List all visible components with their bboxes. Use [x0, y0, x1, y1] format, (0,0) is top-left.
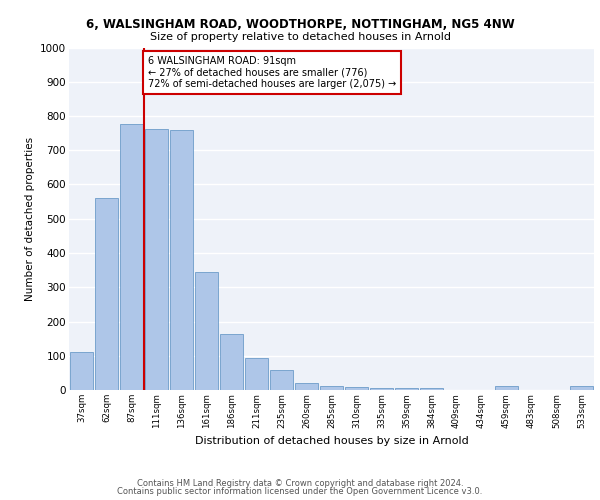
Bar — [370, 388, 393, 390]
Text: 6, WALSINGHAM ROAD, WOODTHORPE, NOTTINGHAM, NG5 4NW: 6, WALSINGHAM ROAD, WOODTHORPE, NOTTINGH… — [86, 18, 514, 30]
Bar — [195, 272, 218, 390]
Bar — [320, 386, 343, 390]
Bar — [295, 383, 318, 390]
Bar — [120, 124, 143, 390]
Bar — [395, 388, 418, 390]
Text: Contains public sector information licensed under the Open Government Licence v3: Contains public sector information licen… — [118, 487, 482, 496]
Text: Size of property relative to detached houses in Arnold: Size of property relative to detached ho… — [149, 32, 451, 42]
Bar — [270, 370, 293, 390]
Bar — [95, 198, 118, 390]
Bar — [495, 386, 518, 390]
X-axis label: Distribution of detached houses by size in Arnold: Distribution of detached houses by size … — [194, 436, 469, 446]
Y-axis label: Number of detached properties: Number of detached properties — [25, 136, 35, 301]
Bar — [170, 130, 193, 390]
Bar — [220, 334, 243, 390]
Bar — [245, 358, 268, 390]
Bar — [145, 129, 168, 390]
Bar — [345, 387, 368, 390]
Text: Contains HM Land Registry data © Crown copyright and database right 2024.: Contains HM Land Registry data © Crown c… — [137, 478, 463, 488]
Bar — [420, 388, 443, 390]
Bar — [570, 386, 593, 390]
Text: 6 WALSINGHAM ROAD: 91sqm
← 27% of detached houses are smaller (776)
72% of semi-: 6 WALSINGHAM ROAD: 91sqm ← 27% of detach… — [148, 56, 396, 90]
Bar — [70, 352, 93, 390]
